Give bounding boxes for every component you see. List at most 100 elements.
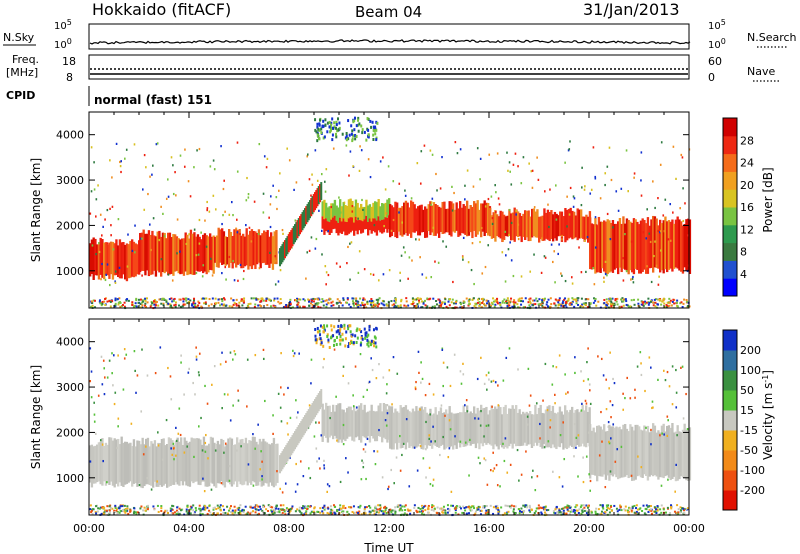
echo-cell	[186, 234, 189, 276]
echo-cell	[502, 406, 506, 449]
clutter-cell	[302, 298, 305, 301]
speckle-cell	[318, 457, 320, 460]
speckle-cell	[429, 413, 432, 416]
clutter-cell	[654, 298, 657, 301]
clutter-cell	[321, 298, 324, 301]
speckle-cell	[456, 152, 459, 155]
echo-cell	[676, 216, 679, 269]
clutter-cell	[458, 505, 461, 508]
speckle-cell	[347, 119, 350, 123]
clutter-cell	[134, 302, 137, 305]
echo-cell	[242, 233, 245, 269]
clutter-cell	[381, 510, 384, 513]
speckle-cell	[254, 353, 257, 357]
clutter-cell	[671, 300, 674, 303]
echo-cell	[244, 437, 248, 482]
speckle-cell	[319, 333, 322, 337]
clutter-cell	[533, 512, 536, 515]
clutter-cell	[581, 511, 584, 514]
clutter-cell	[171, 300, 174, 303]
speckle-cell	[431, 153, 434, 156]
speckle-cell	[237, 389, 239, 392]
clutter-cell	[394, 510, 397, 513]
clutter-cell	[549, 297, 552, 300]
clutter-cell	[565, 306, 568, 309]
echo-cell	[403, 406, 406, 443]
echo-cell	[344, 204, 347, 222]
speckle-cell	[382, 273, 385, 276]
echo-cell	[358, 207, 361, 221]
clutter-cell	[642, 304, 645, 307]
y-tick-label: 4000	[56, 336, 84, 349]
clutter-cell	[552, 510, 555, 513]
speckle-cell	[654, 240, 656, 243]
echo-cell	[165, 238, 168, 272]
speckle-cell	[321, 125, 324, 129]
speckle-cell	[533, 206, 536, 209]
speckle-cell	[366, 117, 369, 121]
speckle-cell	[462, 258, 464, 261]
speckle-cell	[428, 466, 431, 470]
clutter-cell	[421, 507, 424, 510]
speckle-cell	[274, 259, 277, 262]
clutter-cell	[553, 302, 556, 305]
clutter-cell	[174, 301, 177, 304]
clutter-cell	[580, 512, 583, 515]
clutter-cell	[389, 513, 392, 516]
echo-cell	[92, 237, 95, 280]
clutter-cell	[407, 304, 410, 307]
speckle-cell	[497, 384, 499, 387]
speckle-cell	[352, 405, 355, 408]
echo-cell	[233, 229, 236, 264]
echo-cell	[432, 202, 436, 236]
echo-cell	[425, 208, 429, 238]
speckle-cell	[134, 251, 136, 254]
clutter-cell	[241, 304, 244, 307]
clutter-cell	[295, 299, 298, 302]
clutter-cell	[94, 306, 97, 309]
clutter-cell	[519, 510, 522, 513]
colorbar-tick-label: -15	[740, 424, 758, 437]
speckle-cell	[112, 248, 115, 251]
clutter-cell	[192, 302, 195, 305]
speckle-cell	[177, 432, 180, 435]
speckle-cell	[360, 478, 363, 481]
speckle-cell	[272, 414, 274, 417]
echo-cell	[243, 236, 247, 267]
echo-cell	[291, 228, 294, 247]
speckle-cell	[486, 388, 488, 391]
speckle-cell	[459, 370, 462, 373]
clutter-cell	[238, 506, 241, 509]
speckle-cell	[114, 270, 117, 273]
echo-cell	[415, 208, 418, 232]
echo-cell	[161, 232, 165, 272]
speckle-cell	[171, 453, 174, 456]
speckle-cell	[223, 451, 225, 454]
speckle-cell	[675, 368, 677, 372]
clutter-cell	[638, 306, 641, 309]
clutter-cell	[203, 508, 206, 511]
clutter-cell	[506, 305, 509, 308]
echo-cell	[219, 229, 222, 263]
speckle-cell	[518, 479, 520, 482]
speckle-cell	[605, 408, 608, 411]
speckle-cell	[356, 336, 359, 340]
speckle-cell	[347, 245, 349, 249]
echo-cell	[634, 219, 637, 269]
speckle-cell	[631, 277, 634, 280]
clutter-cell	[637, 298, 640, 301]
echo-cell	[230, 438, 234, 487]
speckle-cell	[209, 165, 212, 168]
echo-cell	[145, 438, 148, 485]
speckle-cell	[451, 209, 454, 212]
speckle-cell	[315, 237, 318, 241]
speckle-cell	[283, 393, 285, 396]
echo-cell	[480, 404, 483, 444]
colorbar-tick-label: -200	[740, 484, 765, 497]
clutter-cell	[482, 506, 485, 509]
speckle-cell	[651, 400, 654, 403]
speckle-cell	[593, 283, 596, 286]
speckle-cell	[93, 188, 96, 191]
